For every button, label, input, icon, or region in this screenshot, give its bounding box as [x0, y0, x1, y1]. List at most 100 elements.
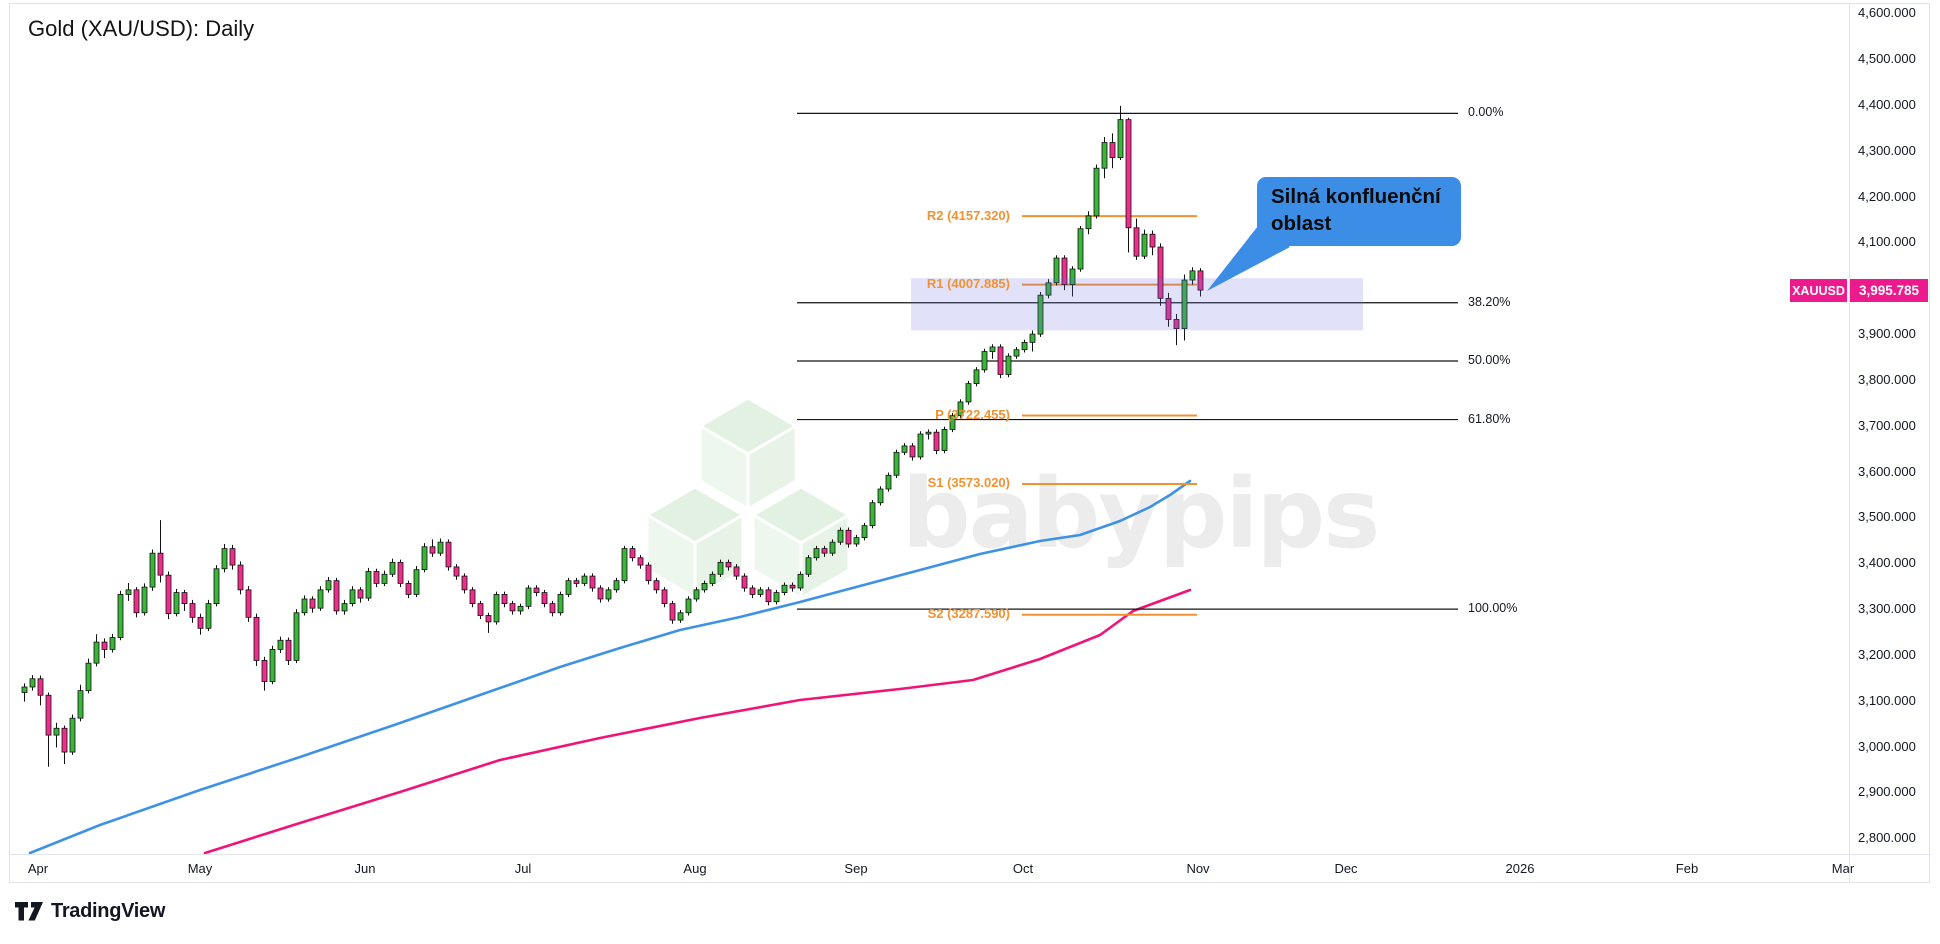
candle-body: [749, 587, 756, 595]
candle-body: [877, 488, 884, 504]
candle-body: [709, 573, 716, 584]
candle-body: [109, 637, 116, 650]
price-axis-label: 3,300.000: [1858, 601, 1916, 617]
candle-body: [797, 573, 804, 589]
time-axis-label: May: [187, 861, 213, 876]
candle-body: [21, 686, 28, 693]
symbol-tag: XAUUSD: [1790, 279, 1847, 302]
candle-body: [213, 568, 220, 604]
candle-body: [1077, 228, 1084, 270]
candle-body: [541, 592, 548, 604]
candle-body: [1197, 270, 1204, 291]
candle-body: [189, 603, 196, 618]
candle-body: [533, 587, 540, 593]
candle-body: [261, 660, 268, 682]
confluence-zone[interactable]: [911, 278, 1363, 331]
candle-body: [165, 574, 172, 615]
fib-level-label: 100.00%: [1468, 601, 1518, 616]
candle-body: [397, 561, 404, 584]
candle-body: [101, 641, 108, 650]
candle-body: [45, 694, 52, 736]
time-axis-separator: [9, 854, 1931, 855]
ma-pink-line: [203, 588, 1192, 855]
candle-body: [485, 615, 492, 623]
price-axis-label: 2,800.000: [1858, 830, 1916, 846]
candle-body: [221, 548, 228, 570]
candle-body: [589, 575, 596, 589]
candle-body: [1037, 294, 1044, 335]
candle-body: [141, 586, 148, 614]
fib-level-label: 38.20%: [1468, 294, 1511, 309]
candle-body: [1021, 341, 1028, 351]
candle-body: [437, 541, 444, 554]
candle-body: [933, 431, 940, 451]
candle-body: [341, 603, 348, 612]
candle-body: [229, 548, 236, 566]
candle-body: [1005, 355, 1012, 375]
candle-body: [245, 589, 252, 618]
tradingview-logo[interactable]: TradingView: [14, 900, 165, 923]
candle-body: [645, 564, 652, 582]
candle-body: [197, 616, 204, 629]
candle-body: [1189, 270, 1196, 281]
candle-body: [309, 598, 316, 609]
candle-body: [853, 537, 860, 545]
price-axis-label: 3,400.000: [1858, 555, 1916, 571]
candle-body: [669, 603, 676, 621]
price-axis-separator: [1849, 3, 1850, 883]
candle-body: [549, 603, 556, 614]
price-axis-label: 4,100.000: [1858, 234, 1916, 250]
price-axis-label: 3,100.000: [1858, 692, 1916, 708]
candle-body: [1085, 215, 1092, 230]
candle-body: [949, 415, 956, 430]
candle-body: [117, 594, 124, 638]
candle-body: [973, 369, 980, 385]
candle-body: [1109, 142, 1116, 159]
candle-body: [837, 529, 844, 543]
candle-body: [629, 548, 636, 559]
candle-body: [1157, 246, 1164, 299]
candle-body: [429, 546, 436, 554]
candle-body: [893, 451, 900, 476]
price-axis-label: 4,300.000: [1858, 142, 1916, 158]
time-axis-label: Jun: [354, 861, 376, 876]
chart-title: Gold (XAU/USD): Daily: [28, 16, 255, 41]
time-axis-label: Apr: [27, 861, 49, 876]
candle-body: [965, 383, 972, 403]
candle-body: [421, 546, 428, 571]
candle-body: [757, 589, 764, 595]
candle-body: [1093, 167, 1100, 217]
candle-body: [581, 575, 588, 584]
candle-body: [349, 589, 356, 604]
candle-body: [653, 580, 660, 591]
candle-body: [413, 569, 420, 595]
candle-body: [501, 594, 508, 604]
candle-body: [789, 584, 796, 589]
candle-body: [1149, 233, 1156, 248]
price-axis-label: 3,600.000: [1858, 463, 1916, 479]
candle-body: [1069, 268, 1076, 286]
price-axis-label: 4,600.000: [1858, 5, 1916, 21]
time-axis-label: Feb: [1675, 861, 1699, 876]
candle-body: [885, 474, 892, 490]
candle-body: [149, 552, 156, 588]
candle-body: [365, 571, 372, 599]
candle-body: [301, 598, 308, 614]
price-axis-label: 3,800.000: [1858, 371, 1916, 387]
time-axis-label: Oct: [1012, 861, 1034, 876]
candle-body: [909, 445, 916, 458]
candle-body: [133, 589, 140, 614]
candle-body: [269, 649, 276, 682]
candle-body: [381, 573, 388, 584]
ma-blue-line: [28, 479, 1192, 855]
candle-body: [901, 445, 908, 453]
watermark-cube-right: [746, 423, 798, 512]
candle-body: [29, 678, 36, 688]
candle-body: [445, 541, 452, 568]
candle-body: [733, 566, 740, 577]
candle-body: [461, 575, 468, 591]
callout-bubble[interactable]: Silná konfluenční oblast: [1257, 177, 1461, 247]
candle-body: [325, 580, 332, 591]
